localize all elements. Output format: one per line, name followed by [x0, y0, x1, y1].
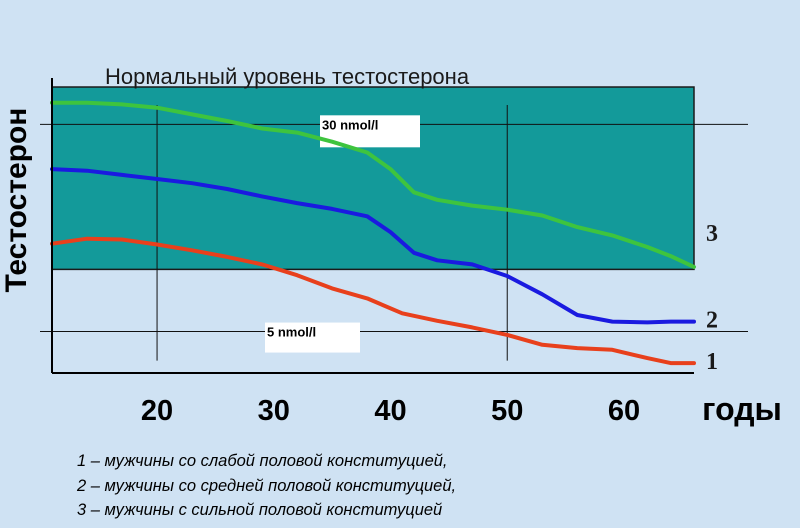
x-tick-label-40: 40 — [374, 395, 406, 427]
x-tick-label-30: 30 — [258, 395, 290, 427]
chart-title: Нормальный уровень тестостерона — [105, 64, 470, 89]
reference-label-5: 5 nmol/l — [267, 325, 316, 340]
reference-label-box-5 — [265, 322, 360, 353]
y-axis-label: Тестостерон — [0, 108, 33, 293]
series-line-1 — [50, 236, 696, 366]
legend-line-3: 3 – мужчины с сильной половой конституци… — [77, 501, 442, 519]
x-tick-label-60: 60 — [608, 395, 640, 427]
x-tick-label-20: 20 — [141, 395, 173, 427]
series-line-3 — [50, 100, 696, 269]
x-axis-unit-label: годы — [702, 391, 782, 427]
x-tick-label-50: 50 — [491, 395, 523, 427]
series-label-1: 1 — [706, 349, 718, 375]
legend-line-2: 2 – мужчины со средней половой конституц… — [76, 477, 456, 495]
reference-label-30: 30 nmol/l — [322, 117, 378, 132]
legend-line-1: 1 – мужчины со слабой половой конституци… — [77, 452, 448, 470]
series-label-2: 2 — [706, 308, 718, 334]
series-line-2 — [50, 167, 696, 325]
series-label-3: 3 — [706, 221, 718, 247]
